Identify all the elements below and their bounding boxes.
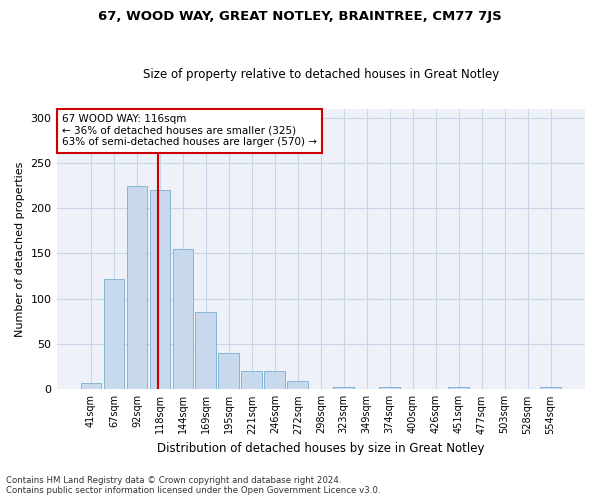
Bar (287, 381, 308, 390)
Bar (540, 386, 561, 390)
Bar (80, 383, 101, 390)
Bar (218, 353, 239, 390)
Bar (104, 279, 124, 390)
Text: 67, WOOD WAY, GREAT NOTLEY, BRAINTREE, CM77 7JS: 67, WOOD WAY, GREAT NOTLEY, BRAINTREE, C… (98, 10, 502, 23)
X-axis label: Distribution of detached houses by size in Great Notley: Distribution of detached houses by size … (157, 442, 485, 455)
Text: Contains HM Land Registry data © Crown copyright and database right 2024.
Contai: Contains HM Land Registry data © Crown c… (6, 476, 380, 495)
Bar (265, 371, 285, 390)
Title: Size of property relative to detached houses in Great Notley: Size of property relative to detached ho… (143, 68, 499, 81)
Bar (149, 190, 170, 390)
Text: 67 WOOD WAY: 116sqm
← 36% of detached houses are smaller (325)
63% of semi-detac: 67 WOOD WAY: 116sqm ← 36% of detached ho… (62, 114, 317, 148)
Bar (196, 312, 216, 390)
Bar (127, 186, 147, 390)
Bar (334, 386, 354, 390)
Bar (241, 371, 262, 390)
Bar (379, 386, 400, 390)
Y-axis label: Number of detached properties: Number of detached properties (15, 161, 25, 336)
Bar (448, 386, 469, 390)
Bar (173, 249, 193, 390)
